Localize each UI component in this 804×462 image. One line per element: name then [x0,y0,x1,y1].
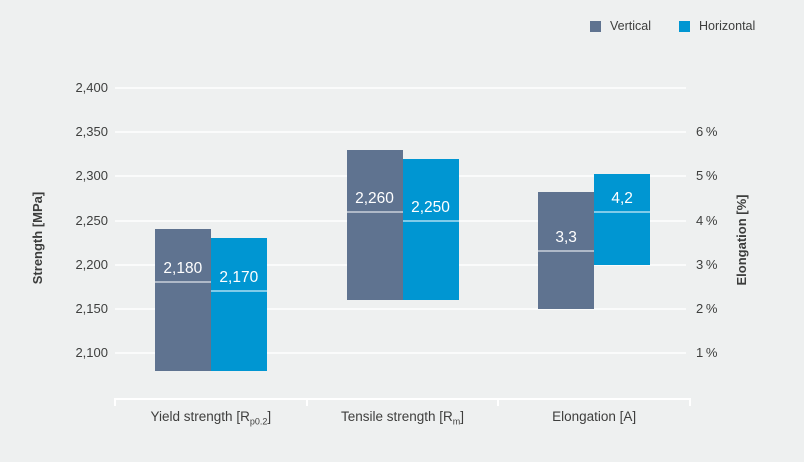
mean-marker-line [538,250,595,253]
y-axis-tick-label: 2,200 [75,256,108,272]
legend-label-vertical: Vertical [610,19,651,33]
right-axis-tick-label: 5 % [696,168,718,184]
category-label-subscript: m [452,416,461,427]
legend-item-horizontal: Horizontal [679,19,755,33]
x-axis-tick [497,398,500,406]
gridline [115,307,686,310]
bar-value-label: 2,250 [411,198,450,216]
horizontal-bar [402,158,459,300]
gridline [115,352,686,354]
y-axis-tick-label: 2,350 [75,124,108,140]
legend: Vertical Horizontal [590,19,755,33]
mean-marker-line [346,210,403,213]
mean-marker-line [154,281,211,284]
vertical-bar [538,191,595,309]
legend-label-horizontal: Horizontal [699,19,756,33]
x-axis-tick [305,398,308,406]
category-label-subscript: p0.2 [249,416,268,427]
horizontal-bar [594,174,651,265]
right-axis-tick-label: 2 % [696,300,718,316]
horizontal-bar [210,238,267,371]
legend-swatch-horizontal [679,20,690,32]
mean-marker-line [210,290,267,293]
mean-marker-line [402,219,459,222]
category-label: Elongation [A] [552,409,637,424]
y-axis-tick-label: 2,400 [75,80,108,95]
bar-value-label: 2,180 [163,260,203,278]
y-axis-tick-label: 2,300 [75,168,108,184]
gridline [115,87,686,89]
gridline [115,131,686,134]
x-axis-line [115,398,691,400]
bar-value-label: 2,170 [219,269,259,287]
bar-value-label: 4,2 [611,189,633,207]
right-axis-tick-label: 4 % [696,212,718,228]
vertical-bar [154,229,211,371]
legend-item-vertical: Vertical [590,19,651,33]
mean-marker-line [594,210,651,213]
y-axis-tick-label: 2,250 [75,212,108,228]
x-axis-tick [689,398,691,406]
y-axis-tick-label: 2,150 [75,300,108,316]
bar-value-label: 2,260 [355,189,394,207]
right-axis-tick-label: 6 % [696,124,718,140]
y-axis-tick-label: 2,100 [75,345,108,360]
category-label: Yield strength [Rp0.2] [150,409,272,427]
x-axis-tick [114,398,116,406]
right-axis-tick-label: 3 % [696,256,718,272]
bar-value-label: 3,3 [555,229,577,247]
right-axis-tick-label: 1 % [696,345,718,360]
vertical-bar [346,149,403,300]
legend-swatch-vertical [590,20,601,32]
category-label: Tensile strength [Rm] [340,409,465,427]
